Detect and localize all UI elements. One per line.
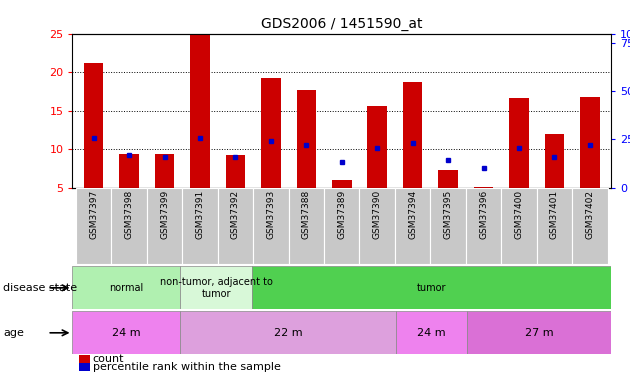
Bar	[367, 106, 387, 188]
Bar	[84, 63, 103, 188]
Bar	[430, 188, 466, 264]
Bar	[467, 311, 611, 354]
Text: GSM37397: GSM37397	[89, 190, 98, 239]
Text: GSM37388: GSM37388	[302, 190, 311, 239]
Text: GSM37390: GSM37390	[373, 190, 382, 239]
Bar	[226, 155, 245, 188]
Bar	[438, 170, 458, 188]
Bar	[72, 311, 180, 354]
Text: GSM37396: GSM37396	[479, 190, 488, 239]
Bar	[190, 34, 210, 188]
Text: GSM37395: GSM37395	[444, 190, 452, 239]
Bar	[360, 188, 395, 264]
Title: GDS2006 / 1451590_at: GDS2006 / 1451590_at	[261, 17, 423, 32]
Text: GSM37392: GSM37392	[231, 190, 240, 239]
Bar	[509, 98, 529, 188]
Bar	[501, 188, 537, 264]
Bar	[218, 188, 253, 264]
Text: GSM37393: GSM37393	[266, 190, 275, 239]
Bar	[112, 188, 147, 264]
Text: count: count	[93, 354, 124, 364]
Bar	[76, 188, 112, 264]
Text: GSM37399: GSM37399	[160, 190, 169, 239]
Bar	[545, 135, 564, 188]
Text: normal: normal	[109, 283, 144, 293]
Bar	[182, 188, 218, 264]
Text: GSM37398: GSM37398	[125, 190, 134, 239]
Bar	[332, 180, 352, 188]
Bar	[572, 188, 607, 264]
Bar	[180, 266, 252, 309]
Bar	[252, 266, 611, 309]
Bar	[72, 266, 180, 309]
Text: non-tumor, adjacent to
tumor: non-tumor, adjacent to tumor	[159, 277, 273, 298]
Bar	[580, 97, 600, 188]
Bar	[297, 90, 316, 188]
Text: GSM37394: GSM37394	[408, 190, 417, 239]
Bar	[289, 188, 324, 264]
Bar	[261, 78, 280, 188]
Text: GSM37401: GSM37401	[550, 190, 559, 239]
Bar	[324, 188, 360, 264]
Text: GSM37389: GSM37389	[337, 190, 346, 239]
Bar	[147, 188, 182, 264]
Text: percentile rank within the sample: percentile rank within the sample	[93, 362, 280, 372]
Text: age: age	[3, 328, 24, 338]
Bar	[537, 188, 572, 264]
Bar	[180, 311, 396, 354]
Bar	[155, 154, 175, 188]
Bar	[403, 82, 422, 188]
Bar	[474, 187, 493, 188]
Text: tumor: tumor	[417, 283, 446, 293]
Bar	[120, 154, 139, 188]
Text: disease state: disease state	[3, 283, 77, 293]
Text: 22 m: 22 m	[273, 328, 302, 338]
Text: 24 m: 24 m	[112, 328, 140, 338]
Text: GSM37400: GSM37400	[515, 190, 524, 239]
Text: GSM37391: GSM37391	[195, 190, 205, 239]
Text: 24 m: 24 m	[417, 328, 446, 338]
Bar	[396, 311, 467, 354]
Bar	[395, 188, 430, 264]
Bar	[466, 188, 501, 264]
Bar	[253, 188, 289, 264]
Text: GSM37402: GSM37402	[585, 190, 594, 239]
Text: 27 m: 27 m	[525, 328, 554, 338]
